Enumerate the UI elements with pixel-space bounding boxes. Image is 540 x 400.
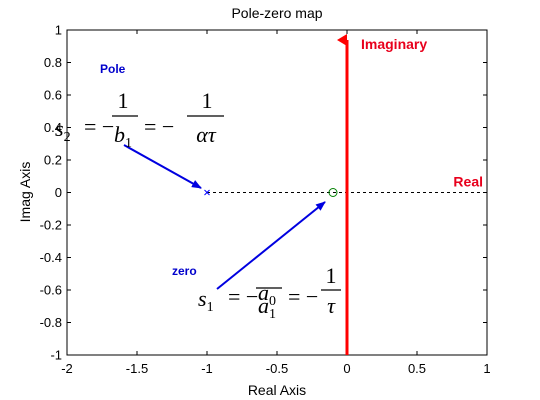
zero-annotation-arrow [216, 201, 326, 290]
y-tick-label: -0.4 [40, 250, 62, 265]
svg-text:= −: = − [288, 284, 318, 309]
real-label: Real [453, 174, 483, 190]
y-tick-label: 0.8 [44, 55, 62, 70]
y-tick-label: 0 [55, 185, 62, 200]
svg-text:1: 1 [202, 88, 213, 113]
svg-text:1: 1 [326, 263, 337, 288]
y-tick-label: -1 [50, 348, 62, 363]
pole-marker [204, 189, 210, 196]
y-tick-label: 0.6 [44, 88, 62, 103]
x-tick-label: 0.5 [408, 361, 426, 376]
pole-annotation-arrow [123, 144, 202, 189]
x-tick-label: 1 [483, 361, 490, 376]
y-tick-label: 1 [55, 23, 62, 38]
y-tick-label: 0.2 [44, 153, 62, 168]
svg-text:= −: = − [84, 114, 114, 139]
svg-text:s1: s1 [198, 286, 214, 315]
x-tick-label: -1.5 [126, 361, 148, 376]
x-tick-label: -2 [61, 361, 73, 376]
svg-text:a1: a1 [258, 293, 276, 322]
y-tick-label: -0.8 [40, 315, 62, 330]
x-tick-labels: -2 -1.5 -1 -0.5 0 0.5 1 [61, 361, 490, 376]
x-tick-label: -0.5 [266, 361, 288, 376]
svg-text:a0: a0 [258, 280, 276, 309]
svg-text:s2: s2 [55, 116, 71, 145]
y-tick-label: 0.4 [44, 120, 62, 135]
svg-text:= −: = − [228, 284, 258, 309]
y-tick-labels: -1 -0.8 -0.6 -0.4 -0.2 0 0.2 0.4 0.6 0.8 1 [40, 23, 62, 363]
pole-zero-points [204, 188, 338, 197]
y-tick-label: -0.2 [40, 218, 62, 233]
y-axis-label: Imag Axis [17, 162, 33, 223]
pole-formula: s2 = − 1 b1 = − 1 ατ [55, 88, 224, 151]
zero-marker [328, 188, 338, 197]
svg-text:τ: τ [327, 293, 336, 318]
y-tick-label: -0.6 [40, 283, 62, 298]
zero-formula: s1 = − a0 a1 = − 1 τ [198, 263, 341, 322]
svg-text:= −: = − [144, 114, 174, 139]
x-axis-label: Real Axis [248, 382, 306, 398]
pole-label: Pole [100, 62, 126, 76]
imaginary-label: Imaginary [361, 36, 427, 52]
x-tick-label: -1 [201, 361, 213, 376]
chart-title: Pole-zero map [231, 5, 322, 21]
x-tick-label: 0 [343, 361, 350, 376]
zero-label: zero [172, 264, 197, 278]
svg-text:ατ: ατ [196, 122, 217, 147]
svg-text:b1: b1 [114, 122, 132, 151]
svg-text:1: 1 [118, 88, 129, 113]
